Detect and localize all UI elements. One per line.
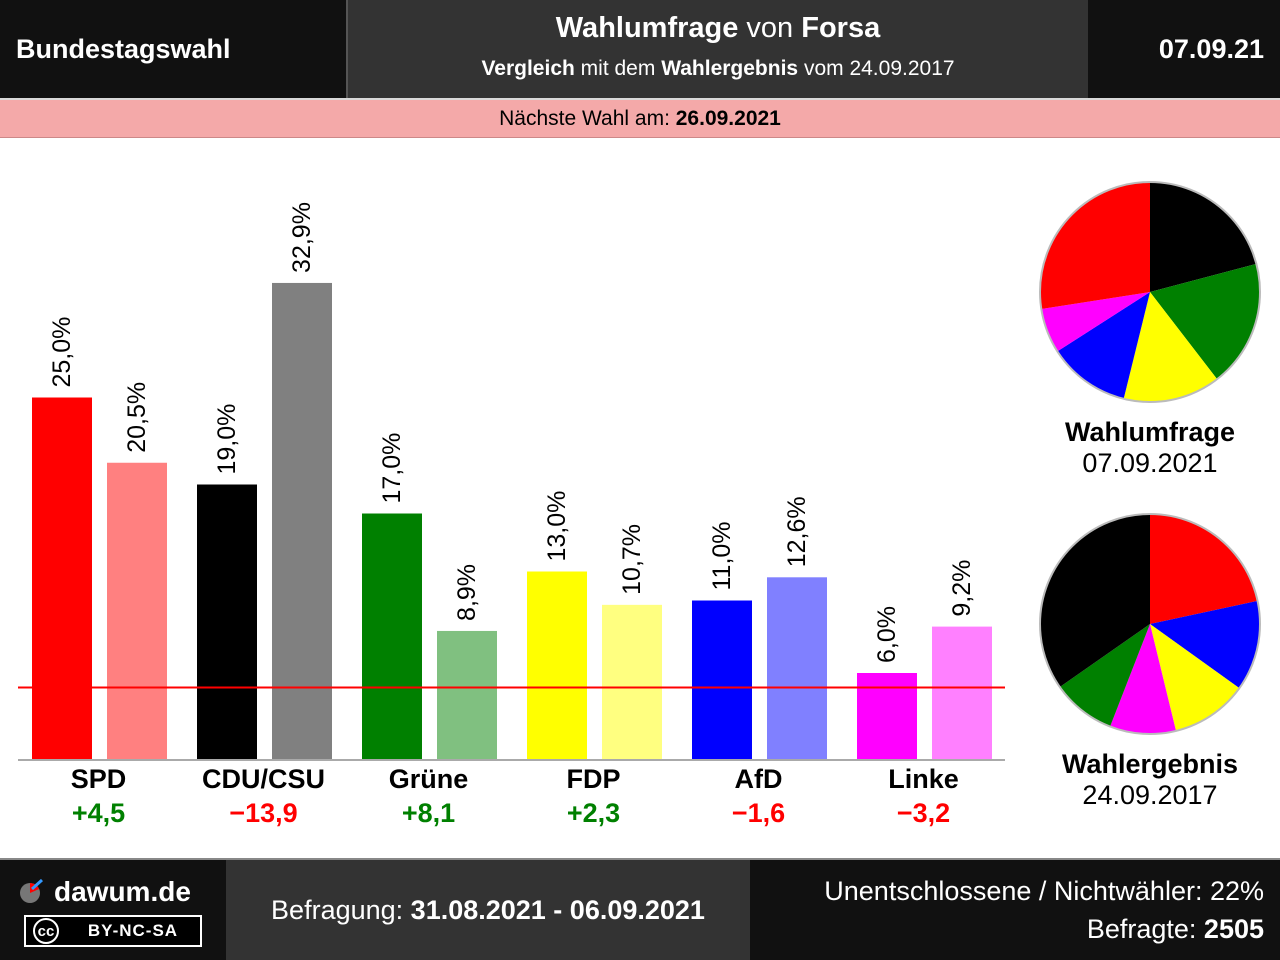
bar-cducsu-survey [197, 484, 257, 760]
difference-label: +4,5 [72, 798, 125, 828]
category-label: AfD [735, 764, 783, 794]
pie-slice [1150, 263, 1260, 380]
bar-value-label: 8,9% [453, 564, 481, 621]
difference-label: +8,1 [402, 798, 455, 828]
pie-slice [1041, 292, 1150, 352]
bar-value-label: 13,0% [543, 491, 571, 562]
pie-title-survey: Wahlumfrage [1064, 417, 1235, 447]
bar-value-label: 25,0% [48, 317, 76, 388]
pie-date-result: 24.09.2017 [1082, 780, 1218, 810]
category-label: Linke [888, 764, 959, 794]
dawum-logo-icon [20, 879, 44, 903]
next-election-date: 26.09.2021 [675, 107, 781, 130]
bar-spd-survey [32, 397, 92, 760]
difference-label: −3,2 [897, 798, 950, 828]
footer-right: Unentschlossene / Nichtwähler: 22% Befra… [750, 860, 1280, 960]
bar-value-label: 12,6% [783, 496, 811, 567]
pie-block-survey: Wahlumfrage 07.09.2021 [1020, 180, 1280, 479]
bar-value-label: 20,5% [123, 382, 151, 453]
category-label: Grüne [389, 764, 469, 794]
pie-slice [1150, 182, 1257, 292]
bar-afd-survey [692, 600, 752, 760]
pie-chart-survey [1039, 181, 1261, 403]
site-logo[interactable]: dawum.de [18, 876, 191, 908]
bar-value-label: 6,0% [873, 606, 901, 663]
bar-chart: 25,0% 20,5% SPD +4,5 19,0% 32,9% CDU/CSU −13,9 1… [18, 202, 1005, 828]
pie-slice [1040, 182, 1150, 310]
respondents-count: 2505 [1203, 914, 1264, 944]
footer-period: Befragung: 31.08.2021 - 06.09.2021 [226, 860, 750, 960]
pie-outline [1039, 513, 1261, 735]
survey-subtitle: Vergleich mit dem Wahlergebnis vom 24.09… [481, 57, 955, 80]
bar-fdp-survey [527, 571, 587, 760]
pie-slice [1150, 600, 1260, 689]
pie-slice [1057, 292, 1150, 399]
pie-date-survey: 07.09.2021 [1082, 448, 1218, 478]
bar-afd-result [767, 577, 827, 760]
pie-slice [1059, 624, 1150, 727]
bar-value-label: 9,2% [948, 560, 976, 617]
election-title: Bundestagswahl [16, 33, 231, 64]
bar-linke-survey [857, 673, 917, 760]
header-left: Bundestagswahl [0, 0, 348, 98]
bar-value-label: 11,0% [708, 521, 736, 590]
bar-fdp-result [602, 604, 662, 760]
bar-grne-survey [362, 513, 422, 760]
cc-icon: cc [26, 917, 66, 945]
header-center: Wahlumfrage von Forsa Vergleich mit dem … [348, 0, 1088, 98]
site-name: dawum.de [54, 876, 191, 907]
pie-slice [1150, 514, 1258, 624]
license-badge[interactable]: cc BY-NC-SA [24, 915, 202, 947]
pie-outline [1039, 181, 1261, 403]
survey-period: 31.08.2021 - 06.09.2021 [410, 894, 705, 925]
pie-slice [1150, 624, 1240, 731]
bar-cducsu-result [272, 282, 332, 760]
difference-label: +2,3 [567, 798, 620, 828]
category-label: SPD [71, 764, 127, 794]
difference-label: −13,9 [229, 798, 297, 828]
bar-linke-result [932, 626, 992, 760]
category-label: CDU/CSU [202, 764, 325, 794]
category-label: FDP [567, 764, 621, 794]
license-text: BY-NC-SA [66, 917, 200, 945]
pie-block-result: Wahlergebnis 24.09.2017 [1020, 512, 1280, 811]
header-date: 07.09.21 [1158, 33, 1264, 64]
bar-value-label: 17,0% [378, 433, 406, 504]
undecided-text: Unentschlossene / Nichtwähler: 22% [824, 876, 1264, 906]
header-right: 07.09.21 [1088, 0, 1280, 98]
survey-title: Wahlumfrage von Forsa [555, 12, 881, 44]
pie-slice [1123, 292, 1218, 402]
respondents-line: Befragte: 2505 [1086, 914, 1264, 944]
header-divider [346, 0, 348, 98]
bar-grne-result [437, 630, 497, 760]
next-election-bar: Nächste Wahl am: 26.09.2021 [0, 98, 1280, 138]
pie-title-result: Wahlergebnis [1061, 749, 1239, 779]
bar-value-label: 19,0% [213, 404, 241, 475]
footer-divider [0, 858, 1280, 860]
difference-label: −1,6 [732, 798, 785, 828]
pie-chart-result [1039, 513, 1261, 735]
bar-value-label: 10,7% [618, 524, 646, 595]
pie-slice [1040, 514, 1150, 687]
pie-slice [1110, 624, 1176, 734]
footer-left: dawum.de cc BY-NC-SA [0, 860, 226, 960]
bar-value-label: 32,9% [288, 202, 316, 273]
bar-spd-result [107, 462, 167, 760]
